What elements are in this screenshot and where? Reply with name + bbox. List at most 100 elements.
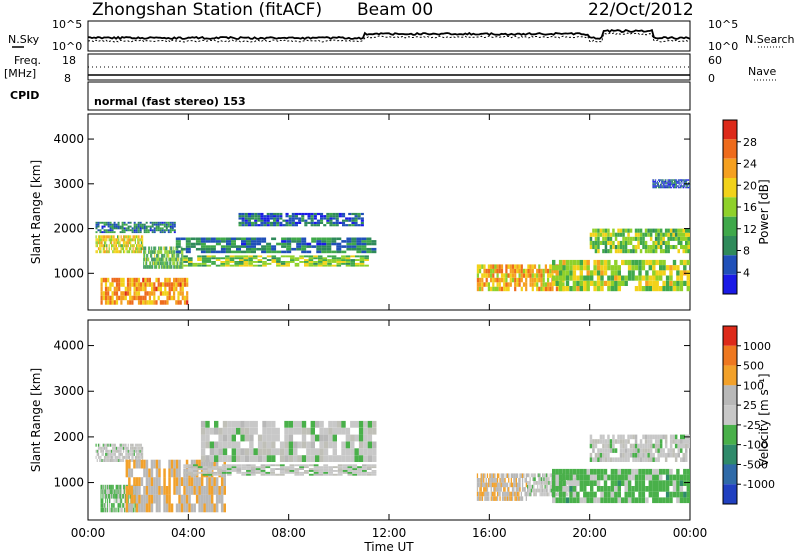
vel-cell: [231, 448, 236, 456]
power-cell: [479, 268, 482, 274]
power-cell: [652, 245, 655, 250]
power-cell: [639, 249, 643, 254]
power-cell: [271, 259, 277, 261]
vel-cell: [136, 443, 138, 447]
power-cell: [97, 223, 100, 226]
power-cell: [169, 223, 172, 226]
vel-cell: [123, 489, 125, 494]
power-cell: [540, 282, 543, 287]
vel-cell: [686, 468, 690, 475]
vel-cell: [236, 441, 241, 449]
power-cell: [99, 247, 101, 251]
vel-cell: [505, 491, 507, 497]
vel-cell: [498, 487, 500, 492]
power-cell: [95, 225, 98, 228]
power-cell: [579, 280, 583, 286]
vel-cell: [503, 473, 505, 478]
power-cell: [331, 255, 337, 258]
power-cell: [131, 238, 133, 242]
vel-cell: [521, 487, 524, 492]
vel-cell: [138, 455, 140, 459]
power-cell: [476, 273, 479, 278]
vel-cell: [562, 486, 566, 492]
power-cell: [148, 295, 151, 301]
power-cell: [348, 212, 352, 216]
power-cell: [251, 224, 255, 227]
power-cell: [345, 224, 349, 227]
vel-cell: [284, 455, 289, 462]
power-cell: [525, 277, 528, 283]
power-cell: [114, 238, 116, 242]
power-cell: [668, 180, 670, 183]
power-cell: [301, 212, 305, 216]
power-cell: [130, 247, 132, 251]
vel-cell: [662, 497, 666, 504]
vel-cell: [198, 477, 201, 486]
vel-cell: [193, 503, 196, 513]
power-cell: [231, 245, 236, 248]
power-cell: [675, 185, 677, 187]
power-cell: [342, 215, 346, 218]
power-cell: [664, 228, 668, 233]
vel-cell: [115, 455, 117, 459]
vel-cell: [627, 491, 632, 498]
power-cell: [323, 215, 327, 218]
vel-cell: [664, 443, 668, 449]
power-cell: [507, 282, 510, 287]
vel-cell: [555, 480, 559, 486]
power-cell: [178, 257, 180, 262]
vel-cell: [496, 496, 499, 501]
vel-cell: [372, 448, 377, 456]
vel-cell: [503, 482, 505, 488]
vel-cell: [687, 439, 690, 444]
vel-cell: [503, 487, 505, 492]
vel-cell: [677, 452, 680, 458]
power-cell: [95, 231, 98, 234]
vel-cell: [672, 480, 677, 486]
vel-cell: [511, 482, 514, 488]
power-cell: [131, 229, 134, 232]
figure-title: Zhongshan Station (fitACF): [92, 0, 322, 20]
vel-cell: [641, 491, 646, 498]
vel-cell: [96, 449, 98, 453]
power-cell: [316, 212, 320, 216]
power-cell: [291, 215, 295, 218]
power-cell: [276, 250, 282, 254]
power-cell: [115, 277, 119, 283]
power-cell: [610, 275, 615, 281]
vel-colorbar-swatch: [723, 464, 737, 485]
vel-cell: [599, 434, 603, 440]
power-cell: [336, 242, 342, 246]
vel-cell: [109, 459, 111, 462]
power-cell: [241, 224, 245, 227]
vel-cell: [565, 492, 568, 497]
vel-cell: [188, 468, 193, 470]
power-cell: [669, 180, 671, 183]
power-cell: [527, 264, 530, 269]
power-cell: [124, 244, 126, 248]
power-cell: [617, 265, 621, 271]
vel-cell: [241, 466, 247, 469]
power-cell: [669, 275, 673, 281]
power-cell: [134, 235, 136, 239]
vel-cell: [318, 466, 324, 469]
power-cell: [321, 240, 327, 243]
vel-cell: [190, 477, 194, 486]
power-cell: [655, 185, 657, 187]
vel-cell: [610, 497, 615, 504]
vel-cell: [260, 470, 266, 472]
vel-cell: [109, 507, 110, 513]
vel-cell: [111, 452, 113, 456]
power-cell: [509, 268, 512, 274]
power-cell: [656, 185, 658, 187]
power-cell: [662, 265, 666, 271]
power-cell: [236, 247, 241, 251]
power-cell: [179, 300, 182, 305]
power-cell: [104, 277, 108, 283]
power-cell: [247, 224, 251, 227]
vel-cell: [119, 443, 121, 447]
vel-cell: [127, 452, 129, 456]
power-cell: [366, 247, 372, 251]
vel-cell: [102, 484, 104, 490]
vel-cell: [610, 480, 615, 486]
